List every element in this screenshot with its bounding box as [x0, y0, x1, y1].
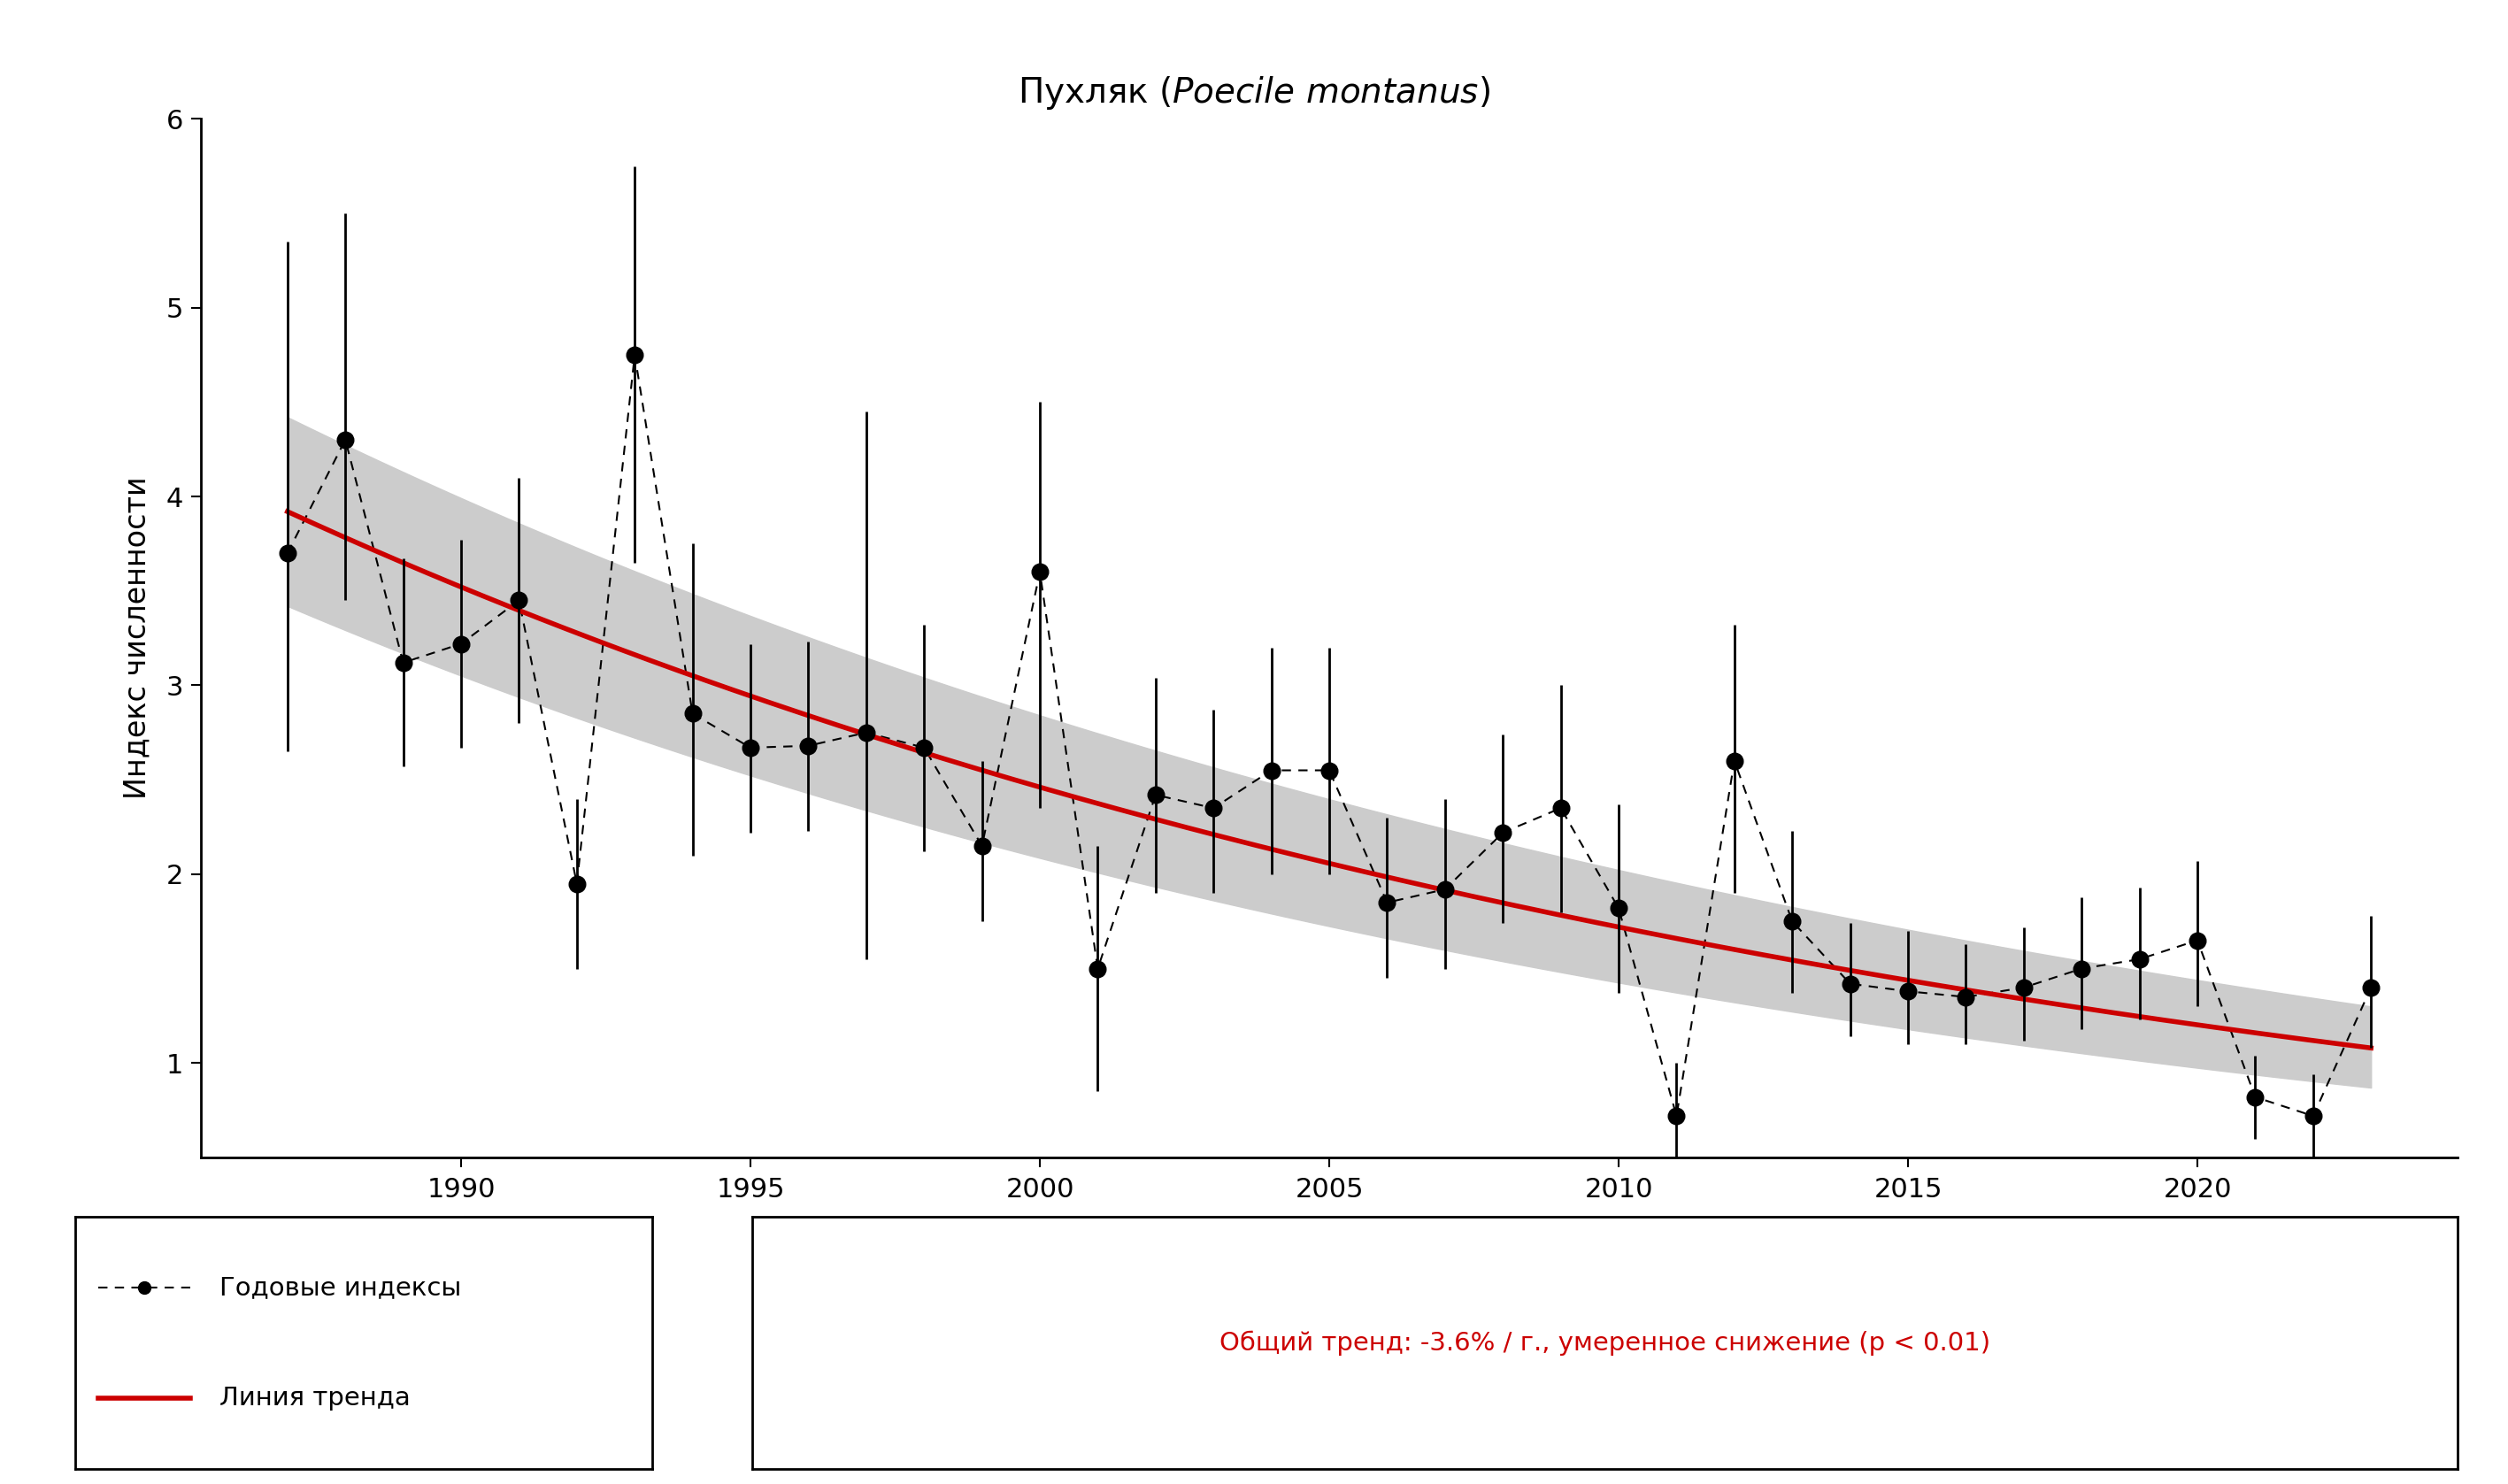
- Text: Общий тренд: -3.6% / г., умеренное снижение (p < 0.01): Общий тренд: -3.6% / г., умеренное сниже…: [1219, 1331, 1991, 1355]
- Point: [2119, 947, 2159, 971]
- Point: [2292, 1104, 2332, 1128]
- Point: [1715, 749, 1756, 773]
- Point: [903, 736, 943, 760]
- Point: [2350, 975, 2390, 999]
- Point: [1773, 910, 1813, 933]
- Point: [1194, 797, 1234, 821]
- Point: [268, 542, 308, 565]
- Point: [845, 721, 885, 745]
- Point: [441, 632, 482, 656]
- X-axis label: Год конца зимы: Год конца зимы: [1204, 1217, 1455, 1247]
- Point: [963, 834, 1003, 858]
- Point: [499, 589, 539, 613]
- Point: [2062, 957, 2102, 981]
- Point: [1367, 890, 1407, 914]
- Text: Пухляк ($\it{Poecile\ montanus}$): Пухляк ($\it{Poecile\ montanus}$): [1018, 74, 1490, 111]
- Point: [1078, 957, 1119, 981]
- Point: [1136, 784, 1176, 807]
- Point: [557, 871, 597, 895]
- Point: [125, 1276, 166, 1300]
- Point: [1540, 797, 1580, 821]
- Point: [614, 343, 655, 367]
- Point: [1425, 877, 1465, 901]
- Point: [730, 736, 770, 760]
- Point: [1655, 1104, 1695, 1128]
- Point: [1309, 758, 1349, 782]
- Text: Линия тренда: Линия тренда: [221, 1386, 411, 1411]
- Point: [1598, 896, 1638, 920]
- Point: [2235, 1085, 2275, 1109]
- Point: [1831, 972, 1871, 996]
- Point: [326, 427, 366, 451]
- Point: [1021, 559, 1061, 583]
- Y-axis label: Индекс численности: Индекс численности: [123, 476, 150, 800]
- Point: [1251, 758, 1292, 782]
- Point: [1946, 985, 1986, 1009]
- Point: [1482, 821, 1522, 844]
- Point: [672, 702, 712, 726]
- Point: [2004, 975, 2044, 999]
- Point: [1889, 979, 1929, 1003]
- Point: [788, 735, 828, 758]
- Text: Годовые индексы: Годовые индексы: [221, 1275, 461, 1300]
- Point: [384, 651, 424, 675]
- Point: [2177, 929, 2217, 953]
